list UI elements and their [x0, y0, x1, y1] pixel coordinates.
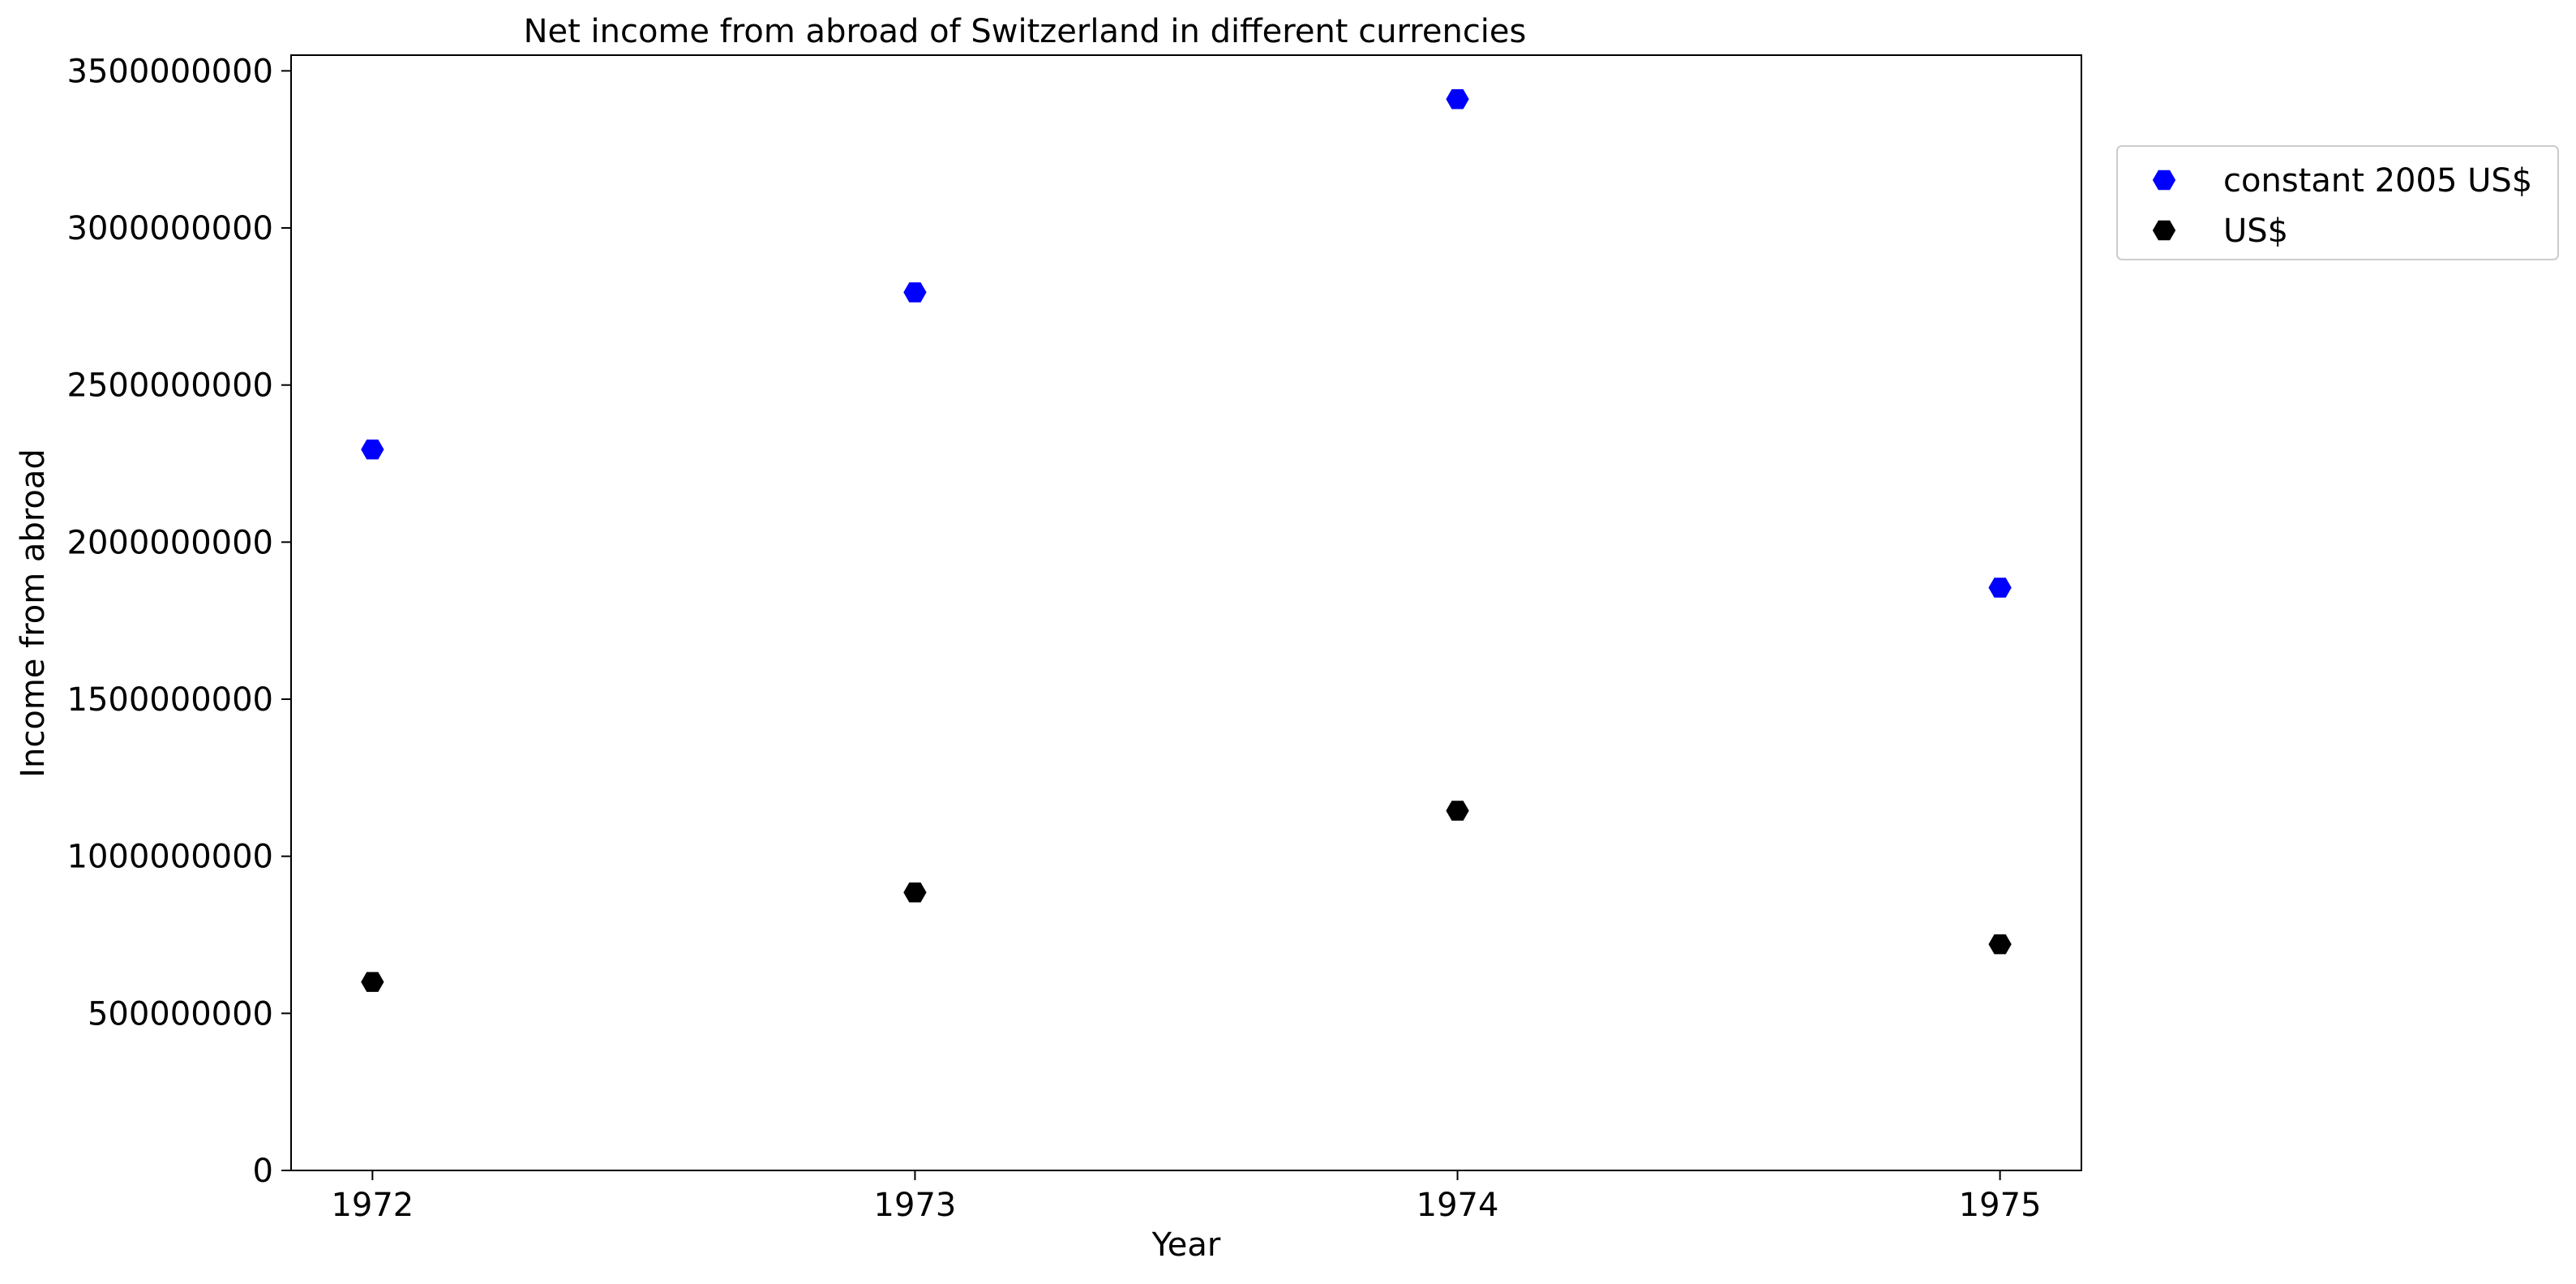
data-point: [1446, 801, 1469, 821]
x-tick-label: 1972: [331, 1187, 414, 1224]
data-point: [903, 282, 927, 303]
data-point: [361, 439, 384, 460]
y-tick-label: 3500000000: [67, 53, 274, 90]
series-0: [361, 88, 2012, 598]
data-point: [1988, 578, 2012, 598]
chart-title: Net income from abroad of Switzerland in…: [524, 13, 1527, 50]
data-point: [361, 972, 384, 992]
y-axis-label: Income from abroad: [15, 449, 52, 778]
legend-label: US$: [2223, 213, 2288, 250]
y-axis: 0 500000000 1000000000 1500000000 2000000000…: [67, 53, 291, 1190]
legend-marker: [2152, 220, 2176, 241]
y-tick-label: 1500000000: [67, 681, 274, 719]
data-points: [361, 88, 2012, 992]
y-tick-label: 3000000000: [67, 210, 274, 247]
y-tick-label: 2000000000: [67, 524, 274, 561]
plot-frame: [290, 54, 2082, 1171]
x-tick-label: 1973: [874, 1187, 957, 1224]
legend-marker: [2152, 170, 2176, 191]
data-point: [1988, 934, 2012, 955]
series-1: [361, 801, 2012, 992]
x-tick-label: 1975: [1959, 1187, 2042, 1224]
legend-box: [2116, 145, 2559, 260]
x-axis-label: Year: [1151, 1226, 1221, 1264]
y-tick-label: 0: [253, 1153, 273, 1190]
x-axis: 1972 1973 1974 1975: [331, 1170, 2042, 1224]
legend-label: constant 2005 US$: [2223, 162, 2532, 200]
y-tick-label: 1000000000: [67, 839, 274, 876]
legend: constant 2005 US$ US$: [2116, 145, 2559, 260]
data-point: [1446, 88, 1469, 110]
y-tick-label: 500000000: [88, 995, 273, 1033]
y-tick-label: 2500000000: [67, 367, 274, 405]
x-tick-label: 1974: [1417, 1187, 1499, 1224]
data-point: [903, 882, 927, 903]
